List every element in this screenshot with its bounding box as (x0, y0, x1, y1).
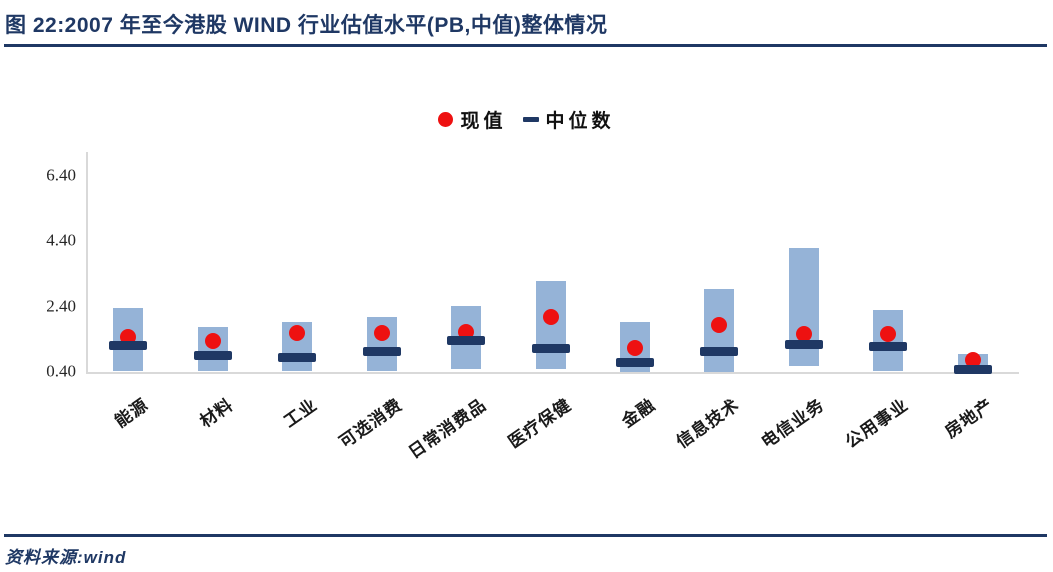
median-dash (953, 364, 992, 374)
y-tick-label: 2.40 (46, 296, 76, 316)
y-tick-label: 4.40 (46, 230, 76, 250)
legend-label-current: 现值 (460, 111, 507, 132)
current-value-dot (711, 316, 728, 333)
chart-legend: 现值 中位数 (0, 106, 1053, 133)
median-dash (869, 341, 908, 351)
title-divider (4, 44, 1047, 47)
current-value-dot (289, 325, 306, 342)
x-category-label: 房地产 (941, 395, 997, 442)
x-category-label: 工业 (280, 395, 321, 432)
source-note: 资料来源:wind (5, 548, 127, 567)
median-dash (193, 351, 232, 361)
legend-item-median: 中位数 (522, 106, 615, 133)
legend-label-median: 中位数 (545, 111, 615, 132)
median-dash (615, 358, 654, 368)
median-dash-icon (522, 117, 539, 122)
current-value-dot (542, 308, 559, 325)
x-category-label: 可选消费 (335, 395, 406, 452)
x-axis-line (86, 372, 1019, 374)
current-value-dot (458, 323, 475, 340)
y-axis-line (86, 152, 88, 373)
x-category-label: 能源 (111, 395, 153, 432)
median-dash (531, 343, 570, 353)
median-dash (278, 353, 317, 363)
current-value-dot (373, 325, 390, 342)
current-value-dot (795, 326, 812, 343)
x-category-label: 医疗保健 (504, 395, 575, 452)
median-dash (784, 339, 823, 349)
y-tick-label: 0.40 (46, 361, 76, 381)
median-dash (109, 341, 148, 351)
x-category-label: 信息技术 (673, 395, 744, 452)
source-divider (4, 534, 1047, 537)
median-dash (362, 346, 401, 356)
legend-item-current: 现值 (438, 106, 506, 133)
x-category-label: 日常消费品 (405, 395, 490, 463)
current-value-dot (626, 340, 643, 357)
x-category-label: 材料 (196, 395, 237, 432)
current-value-dot (880, 326, 897, 343)
x-category-label: 电信业务 (757, 395, 828, 452)
x-category-label: 公用事业 (842, 395, 913, 452)
current-value-dot (204, 332, 221, 349)
x-category-label: 金融 (618, 395, 659, 432)
median-dash (447, 336, 486, 346)
current-value-dot-icon (438, 112, 454, 127)
median-dash (700, 346, 739, 356)
y-tick-label: 6.40 (46, 165, 76, 185)
current-value-dot (964, 351, 981, 368)
figure-title: 图 22:2007 年至今港股 WIND 行业估值水平(PB,中值)整体情况 (5, 14, 608, 37)
